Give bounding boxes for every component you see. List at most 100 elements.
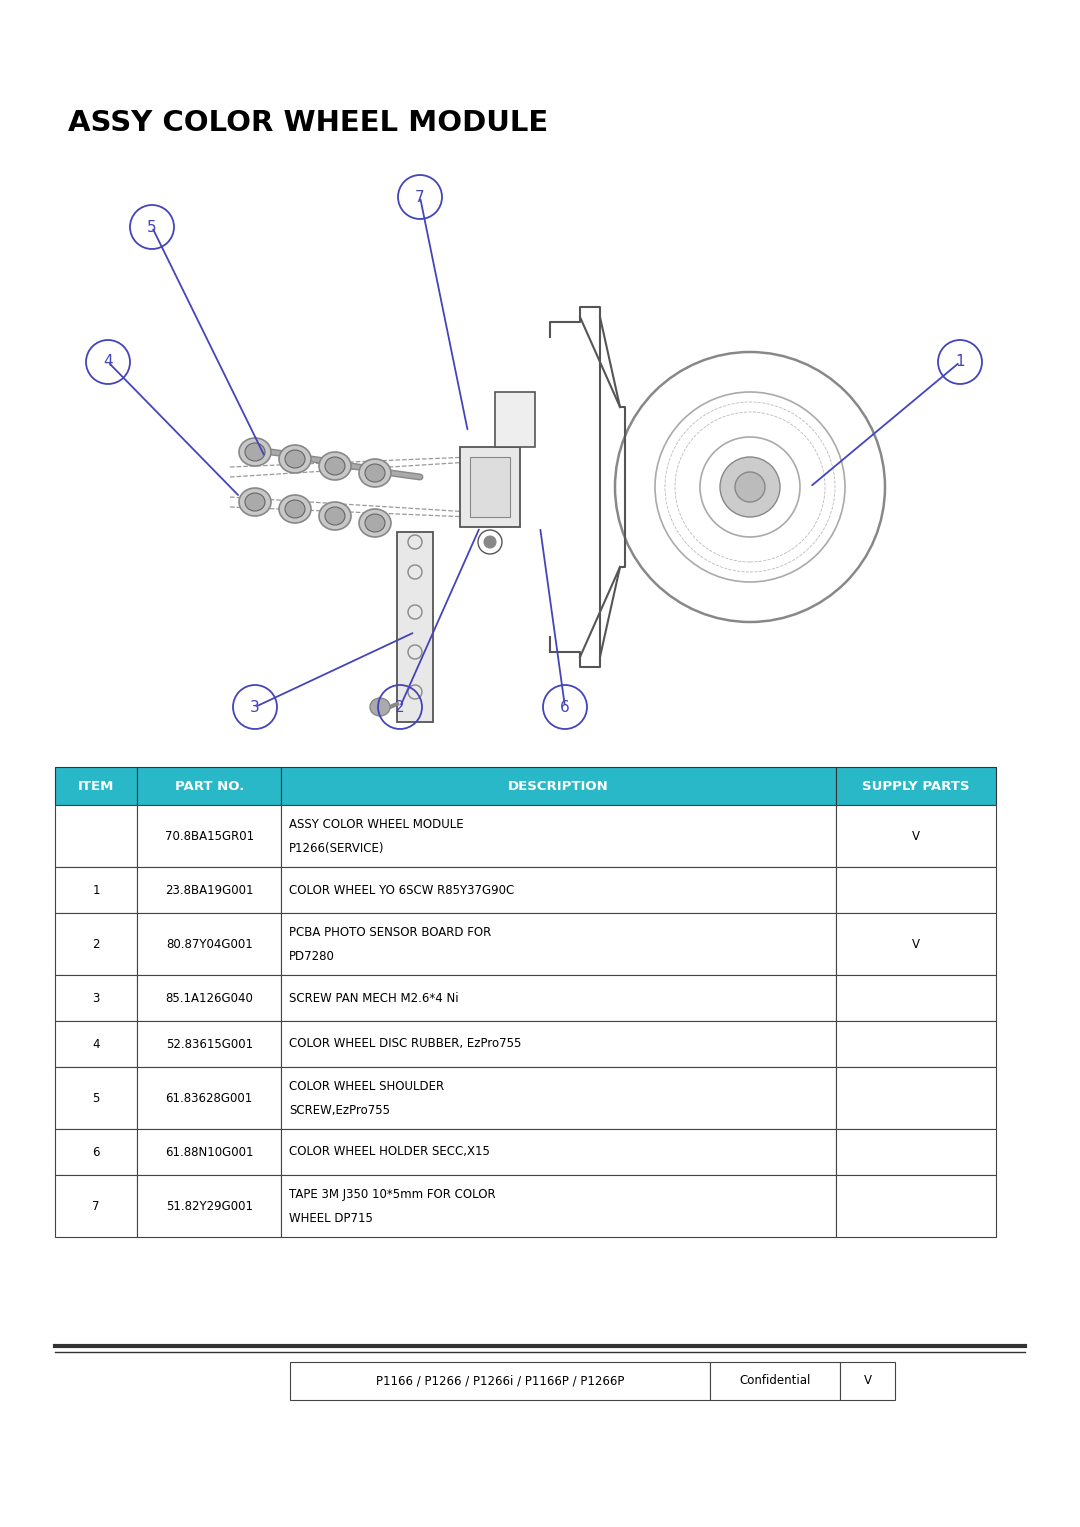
Bar bbox=[281, 867, 836, 913]
Text: V: V bbox=[912, 829, 920, 843]
Text: P1166 / P1266 / P1266i / P1166P / P1266P: P1166 / P1266 / P1266i / P1166P / P1266P bbox=[376, 1374, 624, 1388]
Bar bbox=[55, 1174, 137, 1237]
Ellipse shape bbox=[279, 444, 311, 473]
Text: 2: 2 bbox=[395, 699, 405, 715]
Bar bbox=[495, 392, 535, 447]
Bar bbox=[281, 1174, 836, 1237]
Text: 4: 4 bbox=[93, 1037, 100, 1051]
Bar bbox=[836, 913, 996, 976]
Text: ASSY COLOR WHEEL MODULE: ASSY COLOR WHEEL MODULE bbox=[289, 818, 463, 831]
Text: 61.88N10G001: 61.88N10G001 bbox=[165, 1145, 254, 1159]
Text: 6: 6 bbox=[561, 699, 570, 715]
Bar bbox=[836, 805, 996, 867]
Text: 6: 6 bbox=[93, 1145, 100, 1159]
Text: COLOR WHEEL SHOULDER: COLOR WHEEL SHOULDER bbox=[289, 1080, 444, 1093]
Bar bbox=[55, 976, 137, 1022]
Bar bbox=[137, 913, 281, 976]
Bar bbox=[137, 1067, 281, 1128]
Ellipse shape bbox=[319, 502, 351, 530]
Text: 80.87Y04G001: 80.87Y04G001 bbox=[166, 938, 253, 950]
Text: 7: 7 bbox=[93, 1200, 100, 1212]
Text: V: V bbox=[864, 1374, 872, 1388]
Bar bbox=[55, 867, 137, 913]
Bar bbox=[397, 531, 433, 722]
Ellipse shape bbox=[359, 460, 391, 487]
Ellipse shape bbox=[365, 464, 384, 483]
Ellipse shape bbox=[735, 472, 765, 502]
Text: Confidential: Confidential bbox=[740, 1374, 811, 1388]
Text: COLOR WHEEL DISC RUBBER, EzPro755: COLOR WHEEL DISC RUBBER, EzPro755 bbox=[289, 1037, 522, 1051]
Bar bbox=[137, 1022, 281, 1067]
Ellipse shape bbox=[370, 698, 390, 716]
Text: 3: 3 bbox=[251, 699, 260, 715]
Text: 5: 5 bbox=[147, 220, 157, 235]
Text: 3: 3 bbox=[93, 991, 100, 1005]
Text: SUPPLY PARTS: SUPPLY PARTS bbox=[862, 779, 970, 793]
Text: SCREW PAN MECH M2.6*4 Ni: SCREW PAN MECH M2.6*4 Ni bbox=[289, 991, 459, 1005]
Text: ASSY COLOR WHEEL MODULE: ASSY COLOR WHEEL MODULE bbox=[68, 108, 549, 137]
Bar bbox=[291, 1362, 710, 1400]
Ellipse shape bbox=[245, 443, 265, 461]
Ellipse shape bbox=[720, 457, 780, 518]
Bar bbox=[55, 1022, 137, 1067]
Bar bbox=[55, 1067, 137, 1128]
Text: PCBA PHOTO SENSOR BOARD FOR: PCBA PHOTO SENSOR BOARD FOR bbox=[289, 927, 491, 939]
Bar bbox=[55, 913, 137, 976]
Bar bbox=[137, 1128, 281, 1174]
Text: TAPE 3M J350 10*5mm FOR COLOR: TAPE 3M J350 10*5mm FOR COLOR bbox=[289, 1188, 496, 1202]
Ellipse shape bbox=[245, 493, 265, 512]
Bar bbox=[836, 1174, 996, 1237]
Bar bbox=[281, 1128, 836, 1174]
Bar bbox=[281, 1067, 836, 1128]
Bar bbox=[137, 867, 281, 913]
Text: 52.83615G001: 52.83615G001 bbox=[165, 1037, 253, 1051]
Bar bbox=[137, 976, 281, 1022]
Text: 61.83628G001: 61.83628G001 bbox=[165, 1092, 253, 1104]
Circle shape bbox=[484, 536, 496, 548]
Text: DESCRIPTION: DESCRIPTION bbox=[508, 779, 609, 793]
Text: 7: 7 bbox=[415, 189, 424, 205]
Bar bbox=[55, 805, 137, 867]
Ellipse shape bbox=[279, 495, 311, 524]
Text: 51.82Y29G001: 51.82Y29G001 bbox=[165, 1200, 253, 1212]
Text: P1266(SERVICE): P1266(SERVICE) bbox=[289, 841, 384, 855]
Bar bbox=[836, 976, 996, 1022]
Bar bbox=[281, 976, 836, 1022]
Text: WHEEL DP715: WHEEL DP715 bbox=[289, 1212, 373, 1225]
Bar bbox=[710, 1362, 840, 1400]
Ellipse shape bbox=[239, 438, 271, 466]
Ellipse shape bbox=[325, 457, 345, 475]
Bar bbox=[137, 805, 281, 867]
Bar bbox=[470, 457, 510, 518]
Bar bbox=[836, 1067, 996, 1128]
Text: 23.8BA19G001: 23.8BA19G001 bbox=[165, 884, 254, 896]
Bar bbox=[281, 913, 836, 976]
Bar bbox=[836, 867, 996, 913]
Ellipse shape bbox=[239, 489, 271, 516]
Bar bbox=[281, 767, 836, 805]
Bar bbox=[836, 767, 996, 805]
Text: 70.8BA15GR01: 70.8BA15GR01 bbox=[164, 829, 254, 843]
Ellipse shape bbox=[359, 508, 391, 538]
Text: 2: 2 bbox=[93, 938, 100, 950]
Bar bbox=[840, 1362, 895, 1400]
Bar bbox=[55, 767, 137, 805]
Bar bbox=[836, 1022, 996, 1067]
Text: V: V bbox=[912, 938, 920, 950]
Text: 4: 4 bbox=[104, 354, 112, 370]
Text: PART NO.: PART NO. bbox=[175, 779, 244, 793]
Ellipse shape bbox=[365, 515, 384, 531]
Ellipse shape bbox=[285, 499, 305, 518]
Ellipse shape bbox=[285, 450, 305, 467]
Ellipse shape bbox=[325, 507, 345, 525]
Ellipse shape bbox=[319, 452, 351, 479]
Bar bbox=[137, 1174, 281, 1237]
Text: SCREW,EzPro755: SCREW,EzPro755 bbox=[289, 1104, 390, 1116]
Bar bbox=[460, 447, 519, 527]
Bar bbox=[281, 1022, 836, 1067]
Text: 1: 1 bbox=[955, 354, 964, 370]
Bar bbox=[281, 805, 836, 867]
Text: 85.1A126G040: 85.1A126G040 bbox=[165, 991, 253, 1005]
Text: COLOR WHEEL YO 6SCW R85Y37G90C: COLOR WHEEL YO 6SCW R85Y37G90C bbox=[289, 884, 514, 896]
Text: 5: 5 bbox=[93, 1092, 100, 1104]
